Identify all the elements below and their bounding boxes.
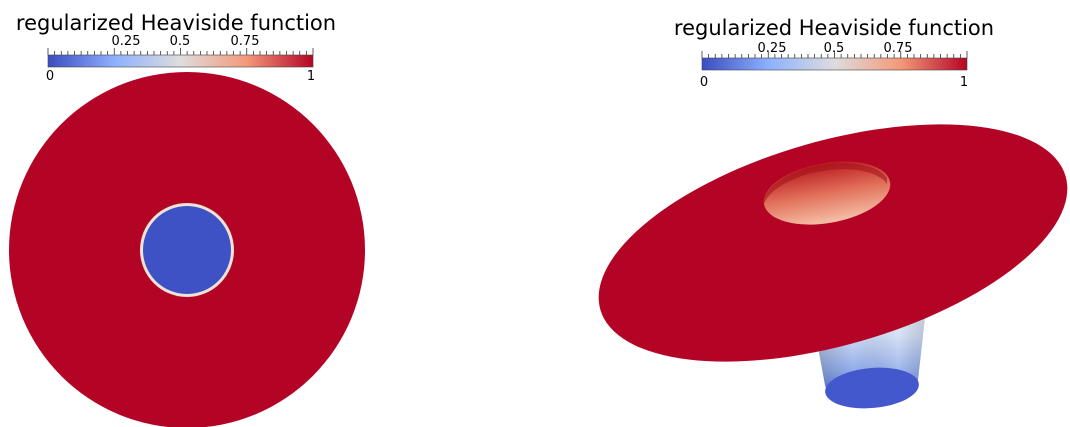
color-legend-title: regularized Heaviside function xyxy=(16,11,336,35)
top-view-panel: regularized Heaviside function 0.25 0.5 … xyxy=(9,11,365,427)
perspective-view-canvas: regularized Heaviside function 0.25 0.5 … xyxy=(598,16,1068,409)
tick-label-075-right: 0.75 xyxy=(884,41,913,56)
perspective-view-panel: regularized Heaviside function 0.25 0.5 … xyxy=(535,0,1070,427)
color-legend-ticks xyxy=(47,48,314,55)
plate-hole xyxy=(763,161,891,225)
color-legend-max-label-right: 1 xyxy=(960,75,968,90)
tick-label-025-right: 0.25 xyxy=(758,41,787,56)
color-legend-ticks-right xyxy=(701,51,968,58)
color-legend-title-right: regularized Heaviside function xyxy=(674,16,994,40)
tick-label-05-right: 0.5 xyxy=(824,41,845,56)
color-legend-bar xyxy=(47,54,314,68)
color-legend-min-label: 0 xyxy=(46,69,54,84)
color-legend-max-label: 1 xyxy=(307,69,315,84)
color-legend: regularized Heaviside function 0.25 0.5 … xyxy=(16,11,336,84)
top-view-canvas: regularized Heaviside function 0.25 0.5 … xyxy=(9,11,365,427)
tick-label-075: 0.75 xyxy=(231,34,260,49)
inner-circle xyxy=(143,206,231,294)
color-legend-right: regularized Heaviside function 0.25 0.5 … xyxy=(674,16,994,90)
tick-label-025: 0.25 xyxy=(112,34,141,49)
tube-bottom xyxy=(825,367,919,409)
tilted-disk xyxy=(598,124,1068,362)
color-legend-bar-right xyxy=(701,57,968,71)
tick-label-05: 0.5 xyxy=(170,34,191,49)
color-legend-min-label-right: 0 xyxy=(700,75,708,90)
